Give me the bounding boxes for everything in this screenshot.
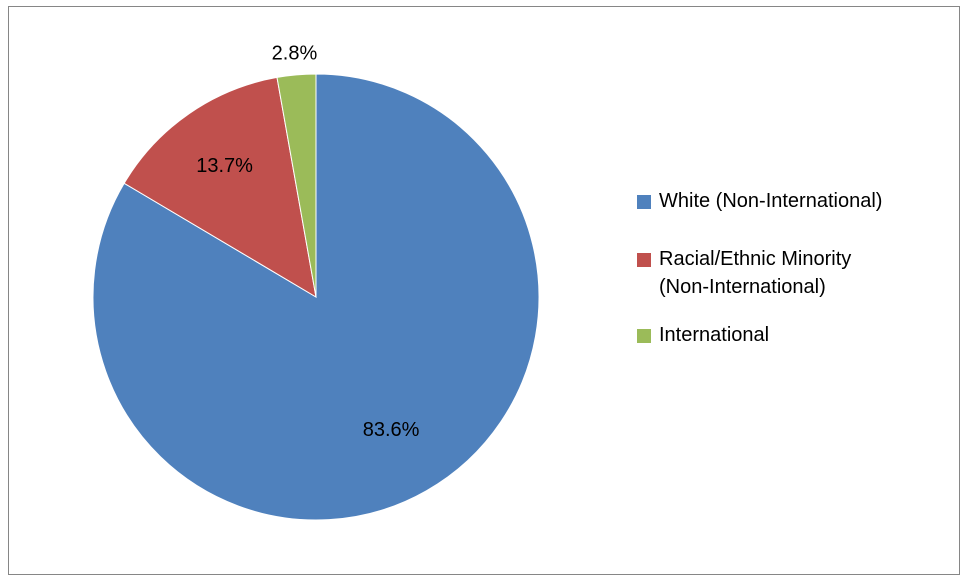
legend-swatch-minority <box>637 253 651 267</box>
data-label-international: 2.8% <box>272 43 318 65</box>
legend-item-minority: Racial/Ethnic Minority (Non-Internationa… <box>637 245 957 301</box>
chart-frame: 83.6% 13.7% 2.8% White (Non-International)… <box>8 6 960 575</box>
legend-label-white: White (Non-International) <box>659 190 883 212</box>
pie-slice-international <box>276 73 317 298</box>
legend-label-minority: Racial/Ethnic Minority (Non-Internationa… <box>659 248 852 298</box>
legend-swatch-international <box>637 329 651 343</box>
data-label-minority: 13.7% <box>196 155 253 177</box>
pie-slice-minority <box>123 76 317 298</box>
legend-swatch-white <box>637 195 651 209</box>
pie-chart: 83.6% 13.7% 2.8% <box>92 43 540 521</box>
legend: White (Non-International) Racial/Ethnic … <box>637 187 957 349</box>
data-label-white: 83.6% <box>363 419 420 441</box>
legend-item-international: International <box>637 321 957 349</box>
legend-item-white: White (Non-International) <box>637 187 957 215</box>
legend-label-international: International <box>659 324 770 346</box>
